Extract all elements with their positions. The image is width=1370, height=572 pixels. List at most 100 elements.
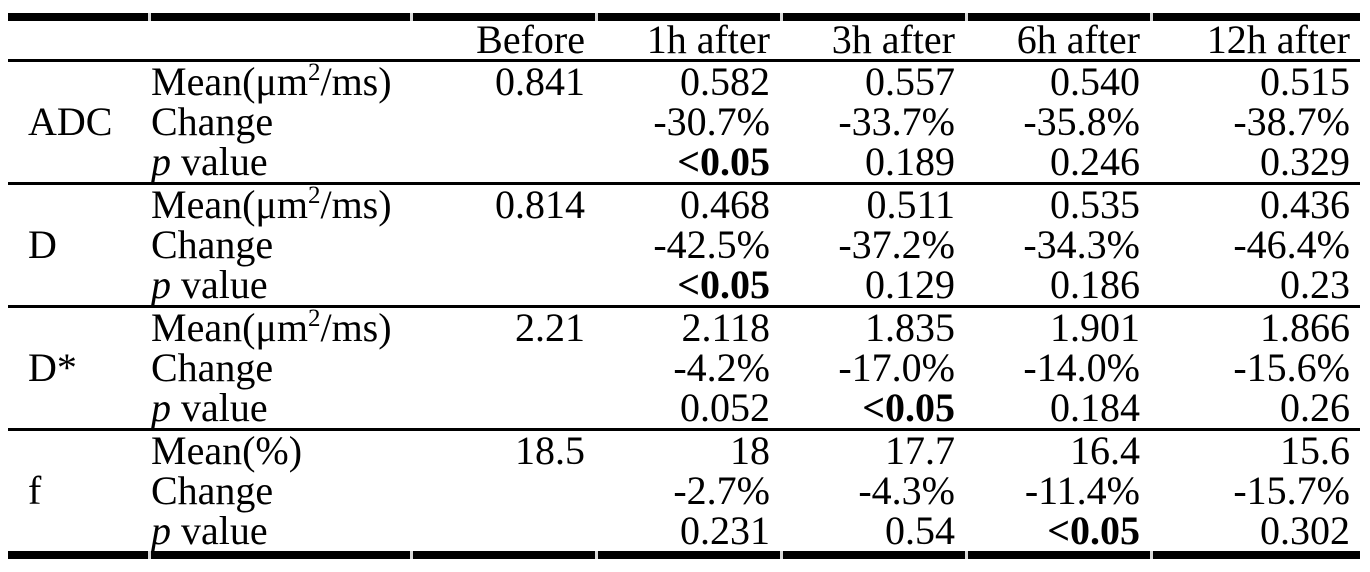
bottom-rule-break: [965, 551, 968, 559]
row-f-change: Change -2.7% -4.3% -11.4% -15.7%: [8, 471, 1360, 511]
cell-f-pvalue-6h: <0.05: [1047, 508, 1140, 553]
row-d-mean: D Mean(μm2/ms) 0.814 0.468 0.511 0.535 0…: [8, 182, 1360, 308]
cell-f-mean-before: 18.5: [515, 428, 585, 473]
cell-dstar-mean-1h: 2.118: [681, 305, 770, 350]
metric-text-suffix: /ms): [320, 182, 392, 227]
bottom-rule-break: [780, 551, 783, 559]
cell-dstar-change-1h: -4.2%: [673, 345, 770, 390]
top-rule-break: [1150, 13, 1153, 21]
row-label-dstar-pvalue: p value: [148, 385, 410, 431]
cell-f-change-3h: -4.3%: [858, 468, 955, 513]
cell-d-change-12h: -46.4%: [1233, 222, 1350, 267]
row-adc-mean: ADC Mean(μm2/ms) 0.841 0.582 0.557 0.540…: [8, 59, 1360, 185]
metric-text-suffix: /ms): [320, 305, 392, 350]
metric-text: Mean(μm: [151, 182, 308, 227]
cell-d-change-6h: -34.3%: [1023, 222, 1140, 267]
top-rule-break: [148, 13, 151, 21]
cell-adc-pvalue-1h: <0.05: [595, 142, 780, 185]
metric-text: Mean(μm: [151, 305, 308, 350]
row-label-d-change: Change: [151, 222, 274, 267]
header-3h-after: 3h after: [780, 17, 965, 62]
metric-text: Mean(%): [151, 428, 303, 473]
group-label-f: f: [28, 468, 42, 513]
cell-f-mean-1h: 18: [730, 428, 770, 473]
cell-f-change-before: [410, 471, 595, 511]
row-dstar-pvalue: p value 0.052 <0.05 0.184 0.26: [8, 385, 1360, 431]
cell-adc-mean-12h: 0.515: [1260, 59, 1350, 104]
top-rule-break: [965, 13, 968, 21]
metric-superscript: 2: [307, 305, 321, 332]
row-label-f-pvalue: p value: [148, 511, 410, 555]
metric-text: Mean(μm: [151, 59, 308, 104]
cell-adc-pvalue-before: [410, 142, 595, 185]
row-label-dstar-mean: Mean(μm2/ms): [148, 305, 410, 350]
bottom-rule-break: [410, 551, 413, 559]
metric-superscript: 2: [307, 59, 321, 86]
row-label-f-mean: Mean(%): [148, 430, 410, 472]
results-table-container: Before 1h after 3h after 6h after 12h af…: [8, 13, 1360, 559]
cell-f-mean-3h: 17.7: [885, 428, 955, 473]
cell-f-change-1h: -2.7%: [673, 468, 770, 513]
cell-dstar-mean-before: 2.21: [515, 305, 585, 350]
cell-dstar-mean-3h: 1.835: [865, 305, 955, 350]
cell-f-pvalue-12h: 0.302: [1260, 508, 1350, 553]
header-before: Before: [410, 17, 595, 62]
cell-f-pvalue-3h: 0.54: [885, 508, 955, 553]
cell-f-pvalue-1h: 0.231: [680, 508, 770, 553]
top-rule-break: [780, 13, 783, 21]
row-label-adc-pvalue: p value: [148, 139, 410, 185]
header-1h-after: 1h after: [595, 17, 780, 62]
row-label-d-mean: Mean(μm2/ms): [148, 182, 410, 227]
cell-f-change-12h: -15.7%: [1233, 468, 1350, 513]
cell-d-pvalue-1h: <0.05: [595, 265, 780, 308]
cell-d-mean-3h: 0.511: [866, 182, 955, 227]
cell-dstar-change-12h: -15.6%: [1233, 345, 1350, 390]
cell-dstar-mean-6h: 1.901: [1050, 305, 1140, 350]
cell-dstar-pvalue-1h: 0.052: [595, 388, 780, 431]
bottom-rule-break: [148, 551, 151, 559]
cell-d-mean-before: 0.814: [495, 182, 585, 227]
cell-adc-change-before: [410, 102, 595, 142]
cell-d-pvalue-3h: 0.129: [780, 265, 965, 308]
bottom-rule-break: [1150, 551, 1153, 559]
cell-adc-change-3h: -33.7%: [838, 99, 955, 144]
cell-adc-pvalue-12h: 0.329: [1150, 142, 1360, 185]
p-symbol: p: [151, 139, 171, 184]
metric-text-suffix: value: [171, 139, 268, 184]
p-symbol: p: [151, 508, 171, 553]
cell-dstar-pvalue-6h: 0.184: [965, 388, 1150, 431]
row-dstar-mean: D* Mean(μm2/ms) 2.21 2.118 1.835 1.901 1…: [8, 305, 1360, 431]
cell-dstar-change-6h: -14.0%: [1023, 345, 1140, 390]
metric-text-suffix: value: [171, 385, 268, 430]
bottom-rule-break: [595, 551, 598, 559]
cell-d-pvalue-6h: 0.186: [965, 265, 1150, 308]
header-empty-metric-col: [148, 17, 410, 62]
metric-text-suffix: value: [171, 508, 268, 553]
row-f-mean: f Mean(%) 18.5 18 17.7 16.4 15.6: [8, 428, 1360, 511]
cell-dstar-mean-12h: 1.866: [1260, 305, 1350, 350]
metric-text-suffix: value: [171, 262, 268, 307]
cell-adc-pvalue-3h: 0.189: [780, 142, 965, 185]
cell-dstar-pvalue-3h: <0.05: [780, 388, 965, 431]
cell-f-change-6h: -11.4%: [1024, 468, 1140, 513]
cell-dstar-pvalue-before: [410, 388, 595, 431]
group-label-adc: ADC: [8, 60, 148, 185]
row-d-change: Change -42.5% -37.2% -34.3% -46.4%: [8, 225, 1360, 265]
header-empty-group-col: [8, 17, 148, 62]
cell-adc-pvalue-6h: 0.246: [965, 142, 1150, 185]
header-12h-after: 12h after: [1150, 17, 1360, 62]
cell-dstar-pvalue-12h: 0.26: [1150, 388, 1360, 431]
row-label-f-change: Change: [151, 468, 274, 513]
p-symbol: p: [151, 385, 171, 430]
row-adc-change: Change -30.7% -33.7% -35.8% -38.7%: [8, 102, 1360, 142]
cell-adc-change-12h: -38.7%: [1233, 99, 1350, 144]
row-label-adc-change: Change: [151, 99, 274, 144]
header-6h-after: 6h after: [965, 17, 1150, 62]
results-table: Before 1h after 3h after 6h after 12h af…: [8, 13, 1360, 559]
cell-dstar-change-before: [410, 348, 595, 388]
cell-adc-mean-3h: 0.557: [865, 59, 955, 104]
group-label-dstar: D*: [8, 306, 148, 431]
group-label-d: D: [8, 183, 148, 308]
top-rule-break: [410, 13, 413, 21]
top-rule-break: [595, 13, 598, 21]
